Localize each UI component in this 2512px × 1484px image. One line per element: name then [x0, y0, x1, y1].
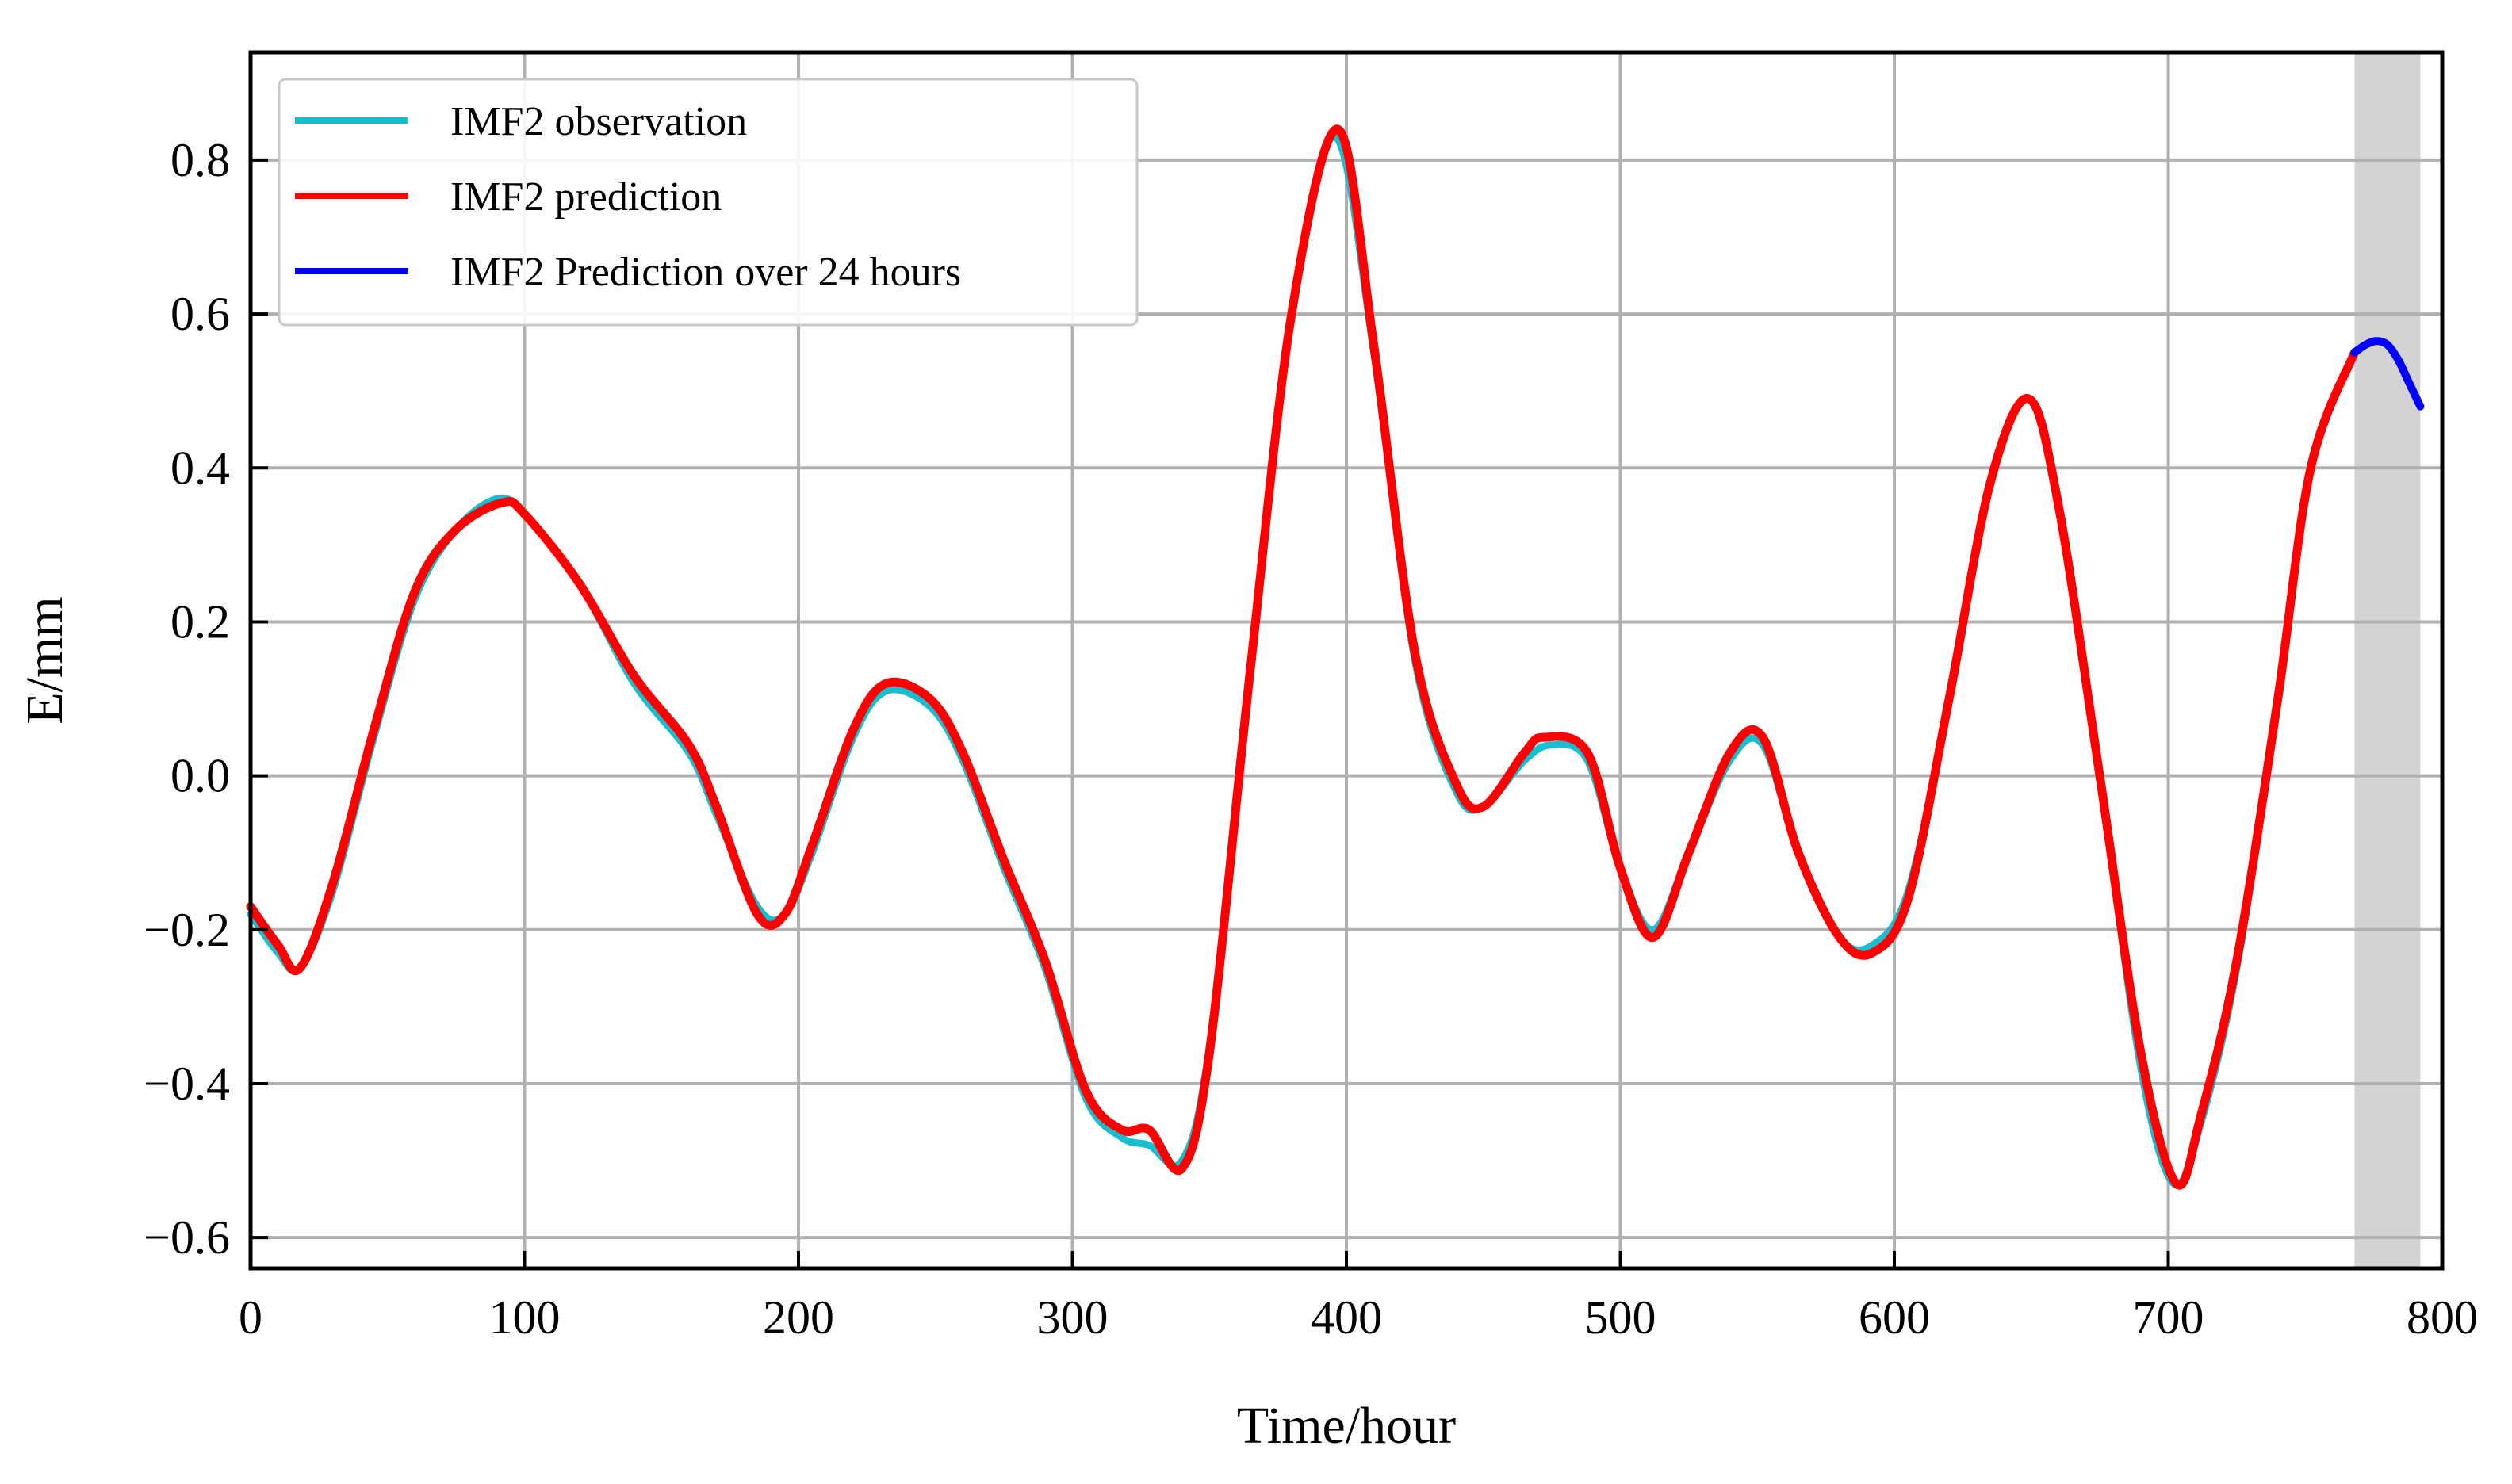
x-tick-label: 100 [489, 1291, 561, 1344]
y-tick-label: 0.4 [170, 442, 230, 494]
y-tick-label: −0.4 [144, 1058, 230, 1110]
y-tick-label: 0.6 [170, 288, 230, 340]
y-tick-label: 0.0 [170, 750, 230, 802]
legend-label-prediction: IMF2 prediction [450, 174, 722, 220]
legend: IMF2 observation IMF2 prediction IMF2 Pr… [278, 78, 1139, 327]
series-line-prediction [246, 124, 2359, 1190]
y-tick-label: −0.2 [144, 904, 230, 956]
x-tick-label: 300 [1037, 1291, 1109, 1344]
x-tick-label: 400 [1311, 1291, 1382, 1344]
y-axis-title: E/mm [16, 596, 74, 724]
y-tick-label: −0.6 [144, 1211, 230, 1264]
series-line-prediction-24h [2350, 337, 2425, 411]
legend-box [278, 78, 1139, 327]
forecast-shaded-region [2354, 52, 2421, 1268]
x-tick-label: 500 [1585, 1291, 1656, 1344]
y-tick-label: 0.2 [170, 595, 230, 648]
legend-label-prediction-24h: IMF2 Prediction over 24 hours [450, 250, 961, 295]
legend-label-observation: IMF2 observation [450, 99, 747, 144]
x-tick-label: 800 [2407, 1291, 2478, 1344]
x-tick-label: 0 [239, 1291, 262, 1344]
ticks: 0 100 200 300 400 500 600 700 800 −0.6 −0.4 −0.2 0.0… [144, 134, 2478, 1344]
series-group [246, 124, 2425, 1190]
x-axis-title: Time/hour [1237, 1397, 1456, 1455]
x-tick-label: 600 [1859, 1291, 1930, 1344]
x-tick-label: 700 [2133, 1291, 2204, 1344]
x-tick-label: 200 [763, 1291, 834, 1344]
y-tick-label: 0.8 [170, 134, 230, 186]
